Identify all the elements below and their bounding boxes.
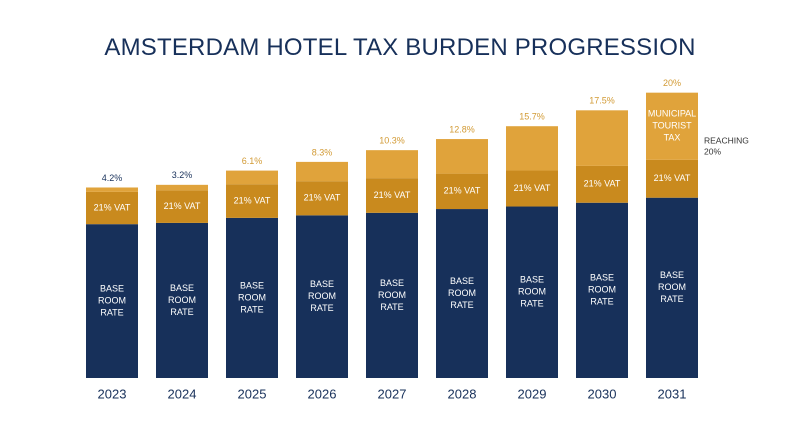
base-label-2026-0: BASE — [310, 279, 334, 289]
base-label-2031-1: ROOM — [658, 282, 686, 292]
bar-tax-2024 — [156, 184, 208, 191]
base-label-2025-1: ROOM — [238, 292, 266, 302]
top-label-2025: 6.1% — [242, 156, 263, 166]
base-label-2028-2: RATE — [450, 300, 473, 310]
base-label-2028-1: ROOM — [448, 288, 476, 298]
vat-label-2024: 21% VAT — [164, 201, 201, 211]
base-label-2023-2: RATE — [100, 307, 123, 317]
base-label-2024-2: RATE — [170, 307, 193, 317]
vat-label-2028: 21% VAT — [444, 186, 481, 196]
base-label-2025-2: RATE — [240, 304, 263, 314]
bar-tax-2023 — [86, 187, 138, 192]
bar-vat-2030 — [576, 165, 628, 203]
chart-title: AMSTERDAM HOTEL TAX BURDEN PROGRESSION — [104, 34, 696, 61]
bar-vat-2025 — [226, 184, 278, 218]
bar-vat-2024 — [156, 190, 208, 223]
tax-label-2031-1: TOURIST — [652, 121, 692, 131]
vat-label-2027: 21% VAT — [374, 190, 411, 200]
bar-base-2025 — [226, 217, 278, 378]
bar-tax-2028 — [436, 139, 488, 174]
tax-label-2031-2: TAX — [664, 133, 681, 143]
bar-vat-2029 — [506, 170, 558, 207]
annotation-1: 20% — [704, 146, 721, 156]
base-label-2030-2: RATE — [590, 297, 613, 307]
vat-label-2023: 21% VAT — [94, 202, 131, 212]
x-tick-label-2025: 2025 — [238, 386, 267, 401]
bar-vat-2028 — [436, 173, 488, 210]
bar-base-2026 — [296, 215, 348, 378]
bar-base-2027 — [366, 212, 418, 378]
bar-base-2028 — [436, 209, 488, 378]
base-label-2028-0: BASE — [450, 276, 474, 286]
base-label-2030-1: ROOM — [588, 285, 616, 295]
base-label-2029-0: BASE — [520, 275, 544, 285]
bar-base-2031 — [646, 197, 698, 378]
bar-tax-2026 — [296, 161, 348, 182]
base-label-2024-0: BASE — [170, 283, 194, 293]
base-label-2031-2: RATE — [660, 294, 683, 304]
top-label-2026: 8.3% — [312, 147, 333, 157]
vat-label-2031: 21% VAT — [654, 173, 691, 183]
x-tick-label-2027: 2027 — [378, 386, 407, 401]
base-label-2031-0: BASE — [660, 270, 684, 280]
base-label-2027-0: BASE — [380, 278, 404, 288]
x-tick-label-2023: 2023 — [98, 386, 127, 401]
x-tick-label-2030: 2030 — [588, 386, 617, 401]
top-label-2028: 12.8% — [449, 124, 475, 134]
bar-base-2023 — [86, 224, 138, 378]
bar-base-2024 — [156, 222, 208, 378]
x-tick-label-2026: 2026 — [308, 386, 337, 401]
tax-label-2031-0: MUNICIPAL — [648, 109, 696, 119]
base-label-2024-1: ROOM — [168, 295, 196, 305]
x-tick-label-2029: 2029 — [518, 386, 547, 401]
x-tick-label-2031: 2031 — [658, 386, 687, 401]
base-label-2026-2: RATE — [310, 303, 333, 313]
top-label-2029: 15.7% — [519, 112, 545, 122]
vat-label-2029: 21% VAT — [514, 183, 551, 193]
x-tick-label-2028: 2028 — [448, 386, 477, 401]
base-label-2023-0: BASE — [100, 283, 124, 293]
top-label-2024: 3.2% — [172, 170, 193, 180]
x-tick-label-2024: 2024 — [168, 386, 197, 401]
bar-vat-2026 — [296, 181, 348, 216]
annotation-0: REACHING — [704, 135, 749, 145]
base-label-2029-1: ROOM — [518, 287, 546, 297]
top-label-2027: 10.3% — [379, 136, 405, 146]
bar-base-2029 — [506, 206, 558, 378]
vat-label-2026: 21% VAT — [304, 193, 341, 203]
base-label-2030-0: BASE — [590, 273, 614, 283]
base-label-2026-1: ROOM — [308, 291, 336, 301]
bar-tax-2030 — [576, 110, 628, 166]
bar-tax-2029 — [506, 126, 558, 171]
bar-vat-2027 — [366, 178, 418, 213]
top-label-2030: 17.5% — [589, 96, 615, 106]
bar-vat-2023 — [86, 191, 138, 225]
top-label-2023: 4.2% — [102, 173, 123, 183]
top-label-2031: 20% — [663, 78, 681, 88]
bar-tax-2031 — [646, 92, 698, 160]
vat-label-2030: 21% VAT — [584, 179, 621, 189]
base-label-2029-2: RATE — [520, 299, 543, 309]
bar-tax-2025 — [226, 170, 278, 185]
base-label-2025-0: BASE — [240, 280, 264, 290]
bar-tax-2027 — [366, 150, 418, 179]
base-label-2023-1: ROOM — [98, 295, 126, 305]
bar-base-2030 — [576, 202, 628, 378]
vat-label-2025: 21% VAT — [234, 195, 271, 205]
bar-vat-2031 — [646, 159, 698, 198]
base-label-2027-1: ROOM — [378, 290, 406, 300]
base-label-2027-2: RATE — [380, 302, 403, 312]
